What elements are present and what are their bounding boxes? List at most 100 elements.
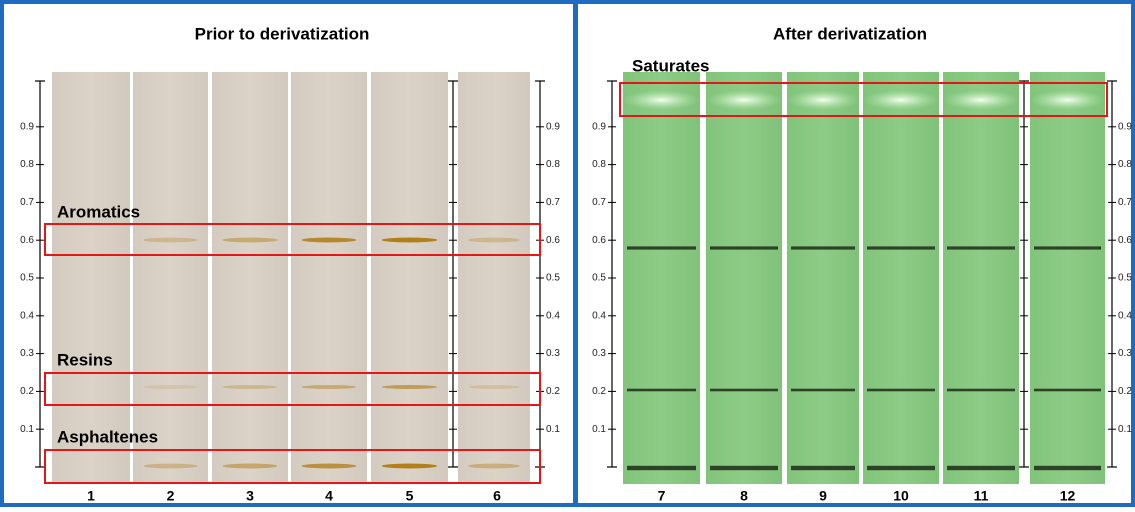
band-label: Aromatics <box>57 202 140 221</box>
tick-label: 0.3 <box>20 348 34 359</box>
tick-label: 0.6 <box>20 235 34 246</box>
tick-label: 0.9 <box>592 121 606 132</box>
lane-label: 7 <box>658 488 666 504</box>
glow <box>787 90 859 110</box>
glow <box>943 90 1019 110</box>
band <box>382 238 437 243</box>
plate-lane <box>52 72 130 484</box>
tick-label: 0.8 <box>592 159 606 170</box>
tick-label: 0.3 <box>592 348 606 359</box>
lane-label: 6 <box>493 488 501 504</box>
band <box>710 466 778 470</box>
glow <box>1030 90 1105 110</box>
figure: Prior to derivatization After derivatiza… <box>0 0 1135 507</box>
glow <box>706 90 782 110</box>
tick-label: 0.1 <box>592 424 606 435</box>
lane-label: 12 <box>1060 488 1076 504</box>
tick-label: 0.4 <box>1118 310 1132 321</box>
band <box>223 385 278 389</box>
band <box>302 238 357 243</box>
plate-lane <box>706 72 782 484</box>
tick-label: 0.5 <box>20 273 34 284</box>
lane-label: 9 <box>819 488 827 504</box>
glow <box>623 90 700 110</box>
tick-label: 0.4 <box>20 310 34 321</box>
tick-label: 0.7 <box>546 197 560 208</box>
plate-lane <box>787 72 859 484</box>
band <box>468 238 520 243</box>
tick-label: 0.4 <box>592 310 606 321</box>
band <box>382 385 437 389</box>
plate-lane <box>623 72 700 484</box>
tick-label: 0.6 <box>592 235 606 246</box>
band <box>791 246 855 249</box>
tick-label: 0.7 <box>592 197 606 208</box>
tick-label: 0.7 <box>1118 197 1132 208</box>
lane-label: 2 <box>167 488 175 504</box>
band <box>223 464 278 469</box>
tick-label: 0.9 <box>1118 121 1132 132</box>
band <box>947 389 1015 392</box>
band <box>144 238 198 243</box>
tick-label: 0.5 <box>592 273 606 284</box>
tick-label: 0.7 <box>20 197 34 208</box>
tick-label: 0.9 <box>20 121 34 132</box>
plate-lane <box>133 72 208 484</box>
band <box>144 464 198 469</box>
tick-label: 0.2 <box>546 386 560 397</box>
band <box>947 246 1015 249</box>
tick-label: 0.9 <box>546 121 560 132</box>
band <box>791 389 855 392</box>
band <box>627 466 696 470</box>
lane-label: 5 <box>406 488 414 504</box>
tick-label: 0.1 <box>20 424 34 435</box>
band <box>627 246 696 249</box>
band <box>468 385 520 389</box>
band <box>867 246 935 249</box>
band <box>867 389 935 392</box>
plate-lane <box>943 72 1019 484</box>
tick-label: 0.8 <box>546 159 560 170</box>
band <box>710 246 778 249</box>
tick-label: 0.6 <box>546 235 560 246</box>
panel-title: Prior to derivatization <box>195 24 370 43</box>
lane-label: 10 <box>893 488 909 504</box>
band <box>223 238 278 243</box>
divider <box>573 0 578 507</box>
tick-label: 0.1 <box>1118 424 1132 435</box>
tick-label: 0.6 <box>1118 235 1132 246</box>
band <box>1034 466 1101 470</box>
band <box>382 464 437 469</box>
band-label: Asphaltenes <box>57 427 158 446</box>
plate-lane <box>863 72 939 484</box>
lane-label: 8 <box>740 488 748 504</box>
plate-lane <box>371 72 448 484</box>
band <box>1034 389 1101 392</box>
band-label: Saturates <box>632 56 709 75</box>
band <box>144 385 198 389</box>
panel-title: After derivatization <box>773 24 927 43</box>
glow <box>863 90 939 110</box>
tick-label: 0.1 <box>546 424 560 435</box>
plate-lane <box>212 72 288 484</box>
band <box>302 385 357 389</box>
plate-lane <box>1030 72 1105 484</box>
band <box>1034 246 1101 249</box>
tick-label: 0.5 <box>546 273 560 284</box>
tick-label: 0.3 <box>546 348 560 359</box>
tick-label: 0.2 <box>592 386 606 397</box>
tick-label: 0.4 <box>546 310 560 321</box>
band <box>302 464 357 469</box>
tick-label: 0.8 <box>20 159 34 170</box>
band <box>947 466 1015 470</box>
band <box>791 466 855 470</box>
lane-label: 3 <box>246 488 254 504</box>
band <box>710 389 778 392</box>
band <box>468 464 520 469</box>
tick-label: 0.2 <box>1118 386 1132 397</box>
plate-lane <box>291 72 367 484</box>
band-label: Resins <box>57 350 113 369</box>
lane-label: 4 <box>325 488 333 504</box>
lane-label: 1 <box>87 488 95 504</box>
tick-label: 0.2 <box>20 386 34 397</box>
